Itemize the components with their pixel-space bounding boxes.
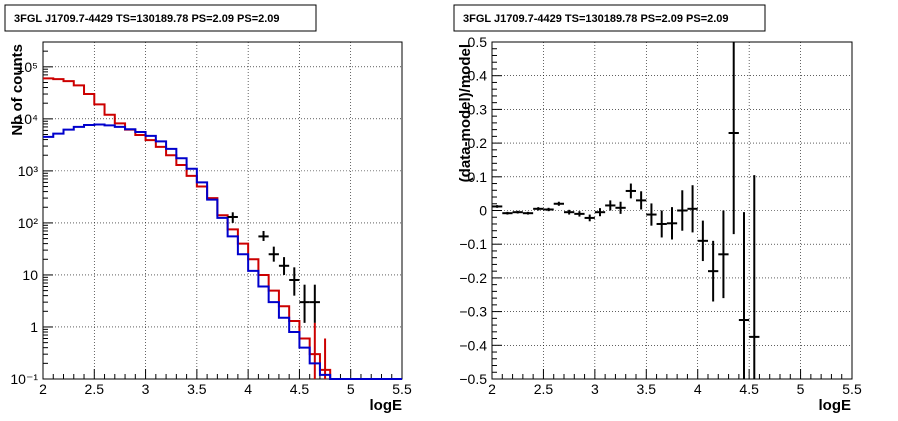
left-panel: 3FGL J1709.7-4429 TS=130189.78 PS=2.09 P… — [4, 4, 412, 414]
left-y-tick-label: 10⁴ — [16, 111, 38, 127]
left-y-tick-label: 1 — [30, 319, 38, 335]
right-x-tick-label: 4 — [694, 381, 702, 397]
series-step-line-1 — [43, 123, 402, 380]
right-x-tick-label: 2.5 — [534, 381, 554, 397]
left-title: 3FGL J1709.7-4429 TS=130189.78 PS=2.09 P… — [14, 13, 280, 25]
left-y-axis-title: Nb of counts — [9, 44, 26, 136]
right-y-tick-label: −0.2 — [459, 270, 487, 286]
right-y-axis-title: (data-model)/model — [457, 44, 474, 182]
left-y-tick-label: 10⁻¹ — [10, 371, 38, 387]
right-y-tick-label: 0.4 — [468, 68, 488, 84]
right-y-tick-label: −0.3 — [459, 304, 487, 320]
left-x-tick-label: 3.5 — [187, 381, 207, 397]
right-y-tick-label: 0 — [479, 203, 487, 219]
right-title-box — [453, 4, 766, 32]
right-y-tick-label: 0.3 — [468, 101, 488, 117]
left-x-tick-label: 2.5 — [85, 381, 105, 397]
left-y-tick-label: 10² — [18, 215, 39, 231]
left-x-axis-title: logE — [370, 397, 403, 414]
left-y-tick-label: 10⁵ — [17, 59, 38, 75]
right-y-tick-label: 0.1 — [468, 169, 488, 185]
right-ticks: 2 2.5 3 3.5 4 4.5 5 5.5 −0.5 −0.4 −0.3 −0.2 −0.1 0 0.1… — [459, 34, 862, 397]
right-title: 3FGL J1709.7-4429 TS=130189.78 PS=2.09 P… — [463, 13, 729, 25]
right-grid — [492, 42, 852, 379]
left-y-tick-label: 10³ — [18, 163, 39, 179]
left-y-tick-label: 10 — [22, 267, 38, 283]
right-x-tick-label: 3.5 — [637, 381, 657, 397]
left-x-tick-label: 4.5 — [290, 381, 310, 397]
right-y-tick-label: 0.5 — [468, 34, 488, 50]
left-x-tick-label: 3 — [142, 381, 150, 397]
right-y-tick-label: −0.4 — [459, 337, 487, 353]
right-x-tick-label: 2 — [488, 381, 496, 397]
left-title-box — [4, 4, 317, 32]
right-y-tick-label: −0.1 — [459, 236, 487, 252]
left-grid — [43, 42, 402, 379]
left-x-tick-label: 5.5 — [392, 381, 412, 397]
left-series — [43, 77, 402, 380]
right-x-tick-label: 5 — [797, 381, 805, 397]
right-x-tick-label: 5.5 — [842, 381, 862, 397]
left-ticks: 2 2.5 3 3.5 4 4.5 5 5.5 10⁻¹ 1 10 10² 10³ 10⁴ 10⁵ — [10, 41, 412, 397]
left-plot-frame — [42, 41, 403, 380]
right-residual-points — [492, 42, 760, 379]
left-x-tick-label: 5 — [347, 381, 355, 397]
right-y-tick-label: −0.5 — [459, 371, 487, 387]
right-x-axis-title: logE — [819, 397, 852, 414]
right-y-tick-label: 0.2 — [468, 135, 488, 151]
left-data-points — [227, 212, 320, 323]
right-panel: 3FGL J1709.7-4429 TS=130189.78 PS=2.09 P… — [453, 4, 862, 414]
left-x-tick-label: 2 — [39, 381, 47, 397]
right-x-tick-label: 4.5 — [739, 381, 759, 397]
right-x-tick-label: 3 — [591, 381, 599, 397]
left-x-tick-label: 4 — [244, 381, 252, 397]
series-step-line-0 — [43, 77, 402, 380]
